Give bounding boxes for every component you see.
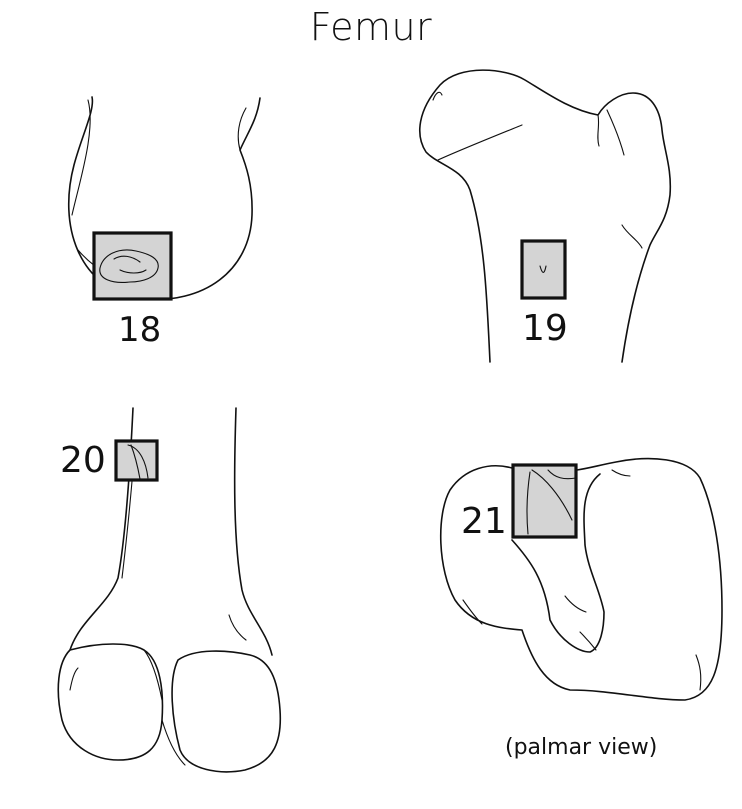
region-19	[520, 239, 567, 300]
view-note: (palmar view)	[505, 735, 658, 760]
femur-palmar-view	[439, 457, 723, 701]
region-21-label: 21	[461, 501, 507, 542]
region-18-label: 18	[118, 310, 162, 350]
region-19-label: 19	[522, 308, 568, 349]
region-21-box	[511, 463, 578, 539]
region-18	[92, 231, 173, 301]
region-18-box	[92, 231, 173, 301]
region-19-box	[520, 239, 567, 300]
region-21	[511, 463, 578, 539]
region-20	[114, 439, 159, 482]
region-20-label: 20	[60, 440, 106, 481]
femur-proximal-view	[419, 69, 672, 363]
page-title: Femur	[309, 5, 433, 49]
